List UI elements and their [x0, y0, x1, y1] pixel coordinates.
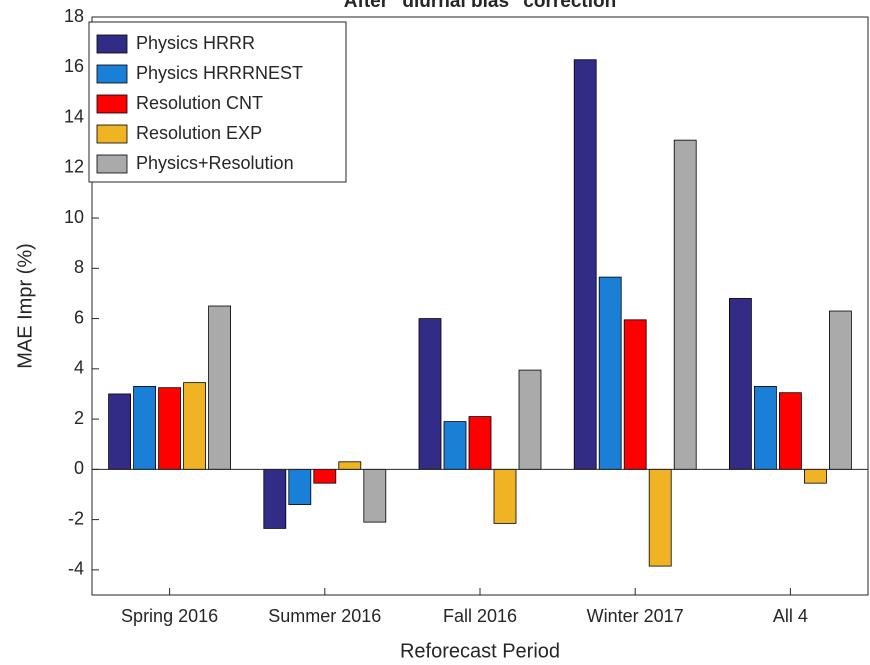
y-tick-label: 10	[64, 207, 84, 227]
y-tick-label: 6	[74, 307, 84, 327]
legend-label: Physics+Resolution	[136, 153, 294, 173]
legend-box	[88, 21, 347, 183]
bar	[183, 382, 207, 470]
bar	[108, 393, 131, 470]
bar	[729, 298, 752, 470]
bar	[573, 59, 597, 470]
bar	[754, 386, 777, 470]
x-tick-label: Summer 2016	[268, 606, 381, 626]
x-tick-label: Spring 2016	[121, 606, 218, 626]
legend-label: Resolution EXP	[136, 123, 262, 143]
legend-swatch	[96, 34, 128, 54]
bar	[158, 387, 182, 470]
x-tick-label: Winter 2017	[587, 606, 684, 626]
bar	[804, 468, 827, 484]
bar	[623, 319, 647, 470]
bar	[598, 276, 622, 470]
bar	[779, 392, 802, 470]
x-tick-label: All 4	[773, 606, 808, 626]
bar	[673, 139, 697, 470]
legend-label: Physics HRRRNEST	[136, 63, 303, 83]
y-axis-label: MAE Impr (%)	[14, 243, 36, 369]
bar	[518, 369, 542, 470]
y-tick-label: 8	[74, 257, 84, 277]
y-tick-label: -2	[68, 508, 84, 528]
bar	[263, 468, 287, 529]
y-tick-label: 2	[74, 408, 84, 428]
legend-swatch	[96, 94, 128, 114]
bar	[468, 416, 492, 470]
legend-label: Physics HRRR	[136, 33, 255, 53]
bar	[363, 468, 387, 523]
y-tick-label: 14	[64, 106, 84, 126]
y-tick-label: 4	[74, 358, 84, 378]
legend-swatch	[96, 154, 128, 174]
bar	[829, 310, 852, 470]
legend-swatch	[96, 124, 128, 144]
y-tick-label: 12	[64, 157, 84, 177]
chart-title: After "diurnal bias" correction	[344, 0, 616, 12]
y-tick-label: 16	[64, 56, 84, 76]
legend-swatch	[96, 64, 128, 84]
axes-box	[91, 16, 869, 596]
x-axis-label: Reforecast Period	[400, 640, 560, 662]
legend-label: Resolution CNT	[136, 93, 263, 113]
bar	[288, 468, 312, 505]
y-tick-label: -4	[68, 559, 84, 579]
bar	[313, 468, 337, 484]
bar	[493, 468, 517, 524]
y-tick-label: 18	[64, 6, 84, 26]
x-tick-label: Fall 2016	[443, 606, 517, 626]
y-tick-label: 0	[74, 458, 84, 478]
bar	[208, 305, 232, 470]
bar	[133, 386, 157, 470]
bar	[338, 461, 362, 470]
bar	[443, 421, 467, 470]
bar	[648, 468, 672, 567]
bar	[418, 318, 442, 470]
